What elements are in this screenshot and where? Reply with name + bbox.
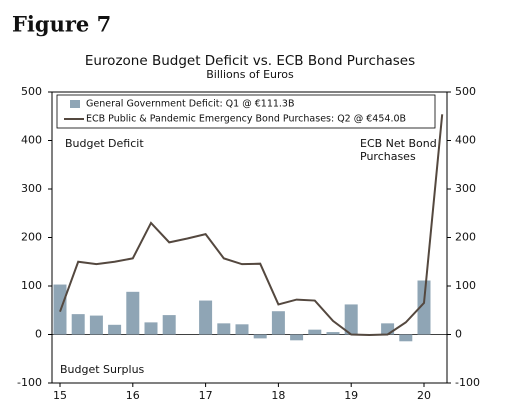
y2-tick-label: 400 bbox=[455, 134, 476, 147]
legend-box bbox=[56, 94, 436, 129]
bar bbox=[108, 324, 122, 335]
y-tick-label: 500 bbox=[21, 85, 42, 98]
figure-label: Figure 7 bbox=[12, 12, 111, 37]
bar bbox=[326, 332, 340, 335]
bar bbox=[126, 291, 140, 335]
annotation: Purchases bbox=[360, 150, 416, 163]
legend-label: General Government Deficit: Q1 @ €111.3B bbox=[86, 99, 295, 110]
legend-swatch bbox=[70, 100, 80, 108]
x-tick-label: 19 bbox=[344, 389, 358, 402]
legend-label: ECB Public & Pandemic Emergency Bond Pur… bbox=[86, 114, 406, 125]
bar bbox=[217, 323, 231, 335]
bar bbox=[89, 315, 103, 335]
x-tick-label: 16 bbox=[126, 389, 140, 402]
bar bbox=[71, 314, 85, 335]
x-tick-label: 18 bbox=[271, 389, 285, 402]
bar bbox=[381, 323, 395, 335]
bar bbox=[235, 324, 249, 335]
y2-tick-label: 200 bbox=[455, 231, 476, 244]
y2-tick-label: 500 bbox=[455, 85, 476, 98]
y-tick-label: 400 bbox=[21, 134, 42, 147]
x-tick-label: 15 bbox=[53, 389, 67, 402]
bar bbox=[417, 280, 431, 335]
bar bbox=[162, 315, 176, 335]
y2-tick-label: 300 bbox=[455, 182, 476, 195]
annotation: Budget Deficit bbox=[65, 137, 144, 150]
x-tick-label: 17 bbox=[199, 389, 213, 402]
y-tick-label: 0 bbox=[35, 328, 42, 341]
y2-tick-label: 100 bbox=[455, 279, 476, 292]
y-tick-label: 300 bbox=[21, 182, 42, 195]
y-tick-label: 100 bbox=[21, 279, 42, 292]
y-tick-label: -100 bbox=[17, 376, 42, 389]
annotation: ECB Net Bond bbox=[360, 137, 437, 150]
bar bbox=[344, 304, 358, 335]
bar bbox=[253, 334, 267, 339]
y2-tick-label: 0 bbox=[455, 328, 462, 341]
bar bbox=[308, 329, 322, 335]
chart-title: Eurozone Budget Deficit vs. ECB Bond Pur… bbox=[85, 53, 415, 69]
annotation: Budget Surplus bbox=[60, 363, 145, 376]
bar bbox=[399, 334, 413, 342]
bar bbox=[290, 334, 304, 341]
bar bbox=[271, 311, 285, 335]
x-tick-label: 20 bbox=[417, 389, 431, 402]
bar bbox=[144, 322, 158, 335]
y2-tick-label: -100 bbox=[455, 376, 480, 389]
bar bbox=[199, 300, 213, 335]
line bbox=[59, 114, 444, 336]
plot-frame bbox=[51, 91, 448, 384]
chart-subtitle: Billions of Euros bbox=[206, 68, 294, 81]
y-tick-label: 200 bbox=[21, 231, 42, 244]
